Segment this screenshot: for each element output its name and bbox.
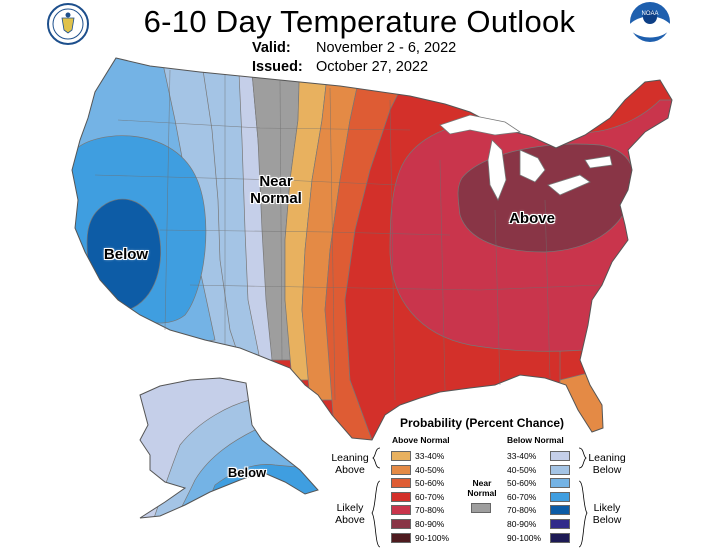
below-legend-swatch: [550, 464, 570, 475]
above-legend-swatch: [391, 451, 411, 461]
below-alaska-label: Below: [227, 465, 267, 480]
alaska-outline: [139, 377, 319, 519]
below-west-label: Below: [103, 246, 149, 263]
conus-outline: [71, 57, 673, 441]
above-legend-swatch: [391, 478, 411, 489]
great-lakes: [439, 114, 613, 201]
below-legend-label: 50-60%: [507, 478, 537, 489]
valid-label: Valid:: [252, 40, 291, 56]
below-legend-label: 60-70%: [507, 491, 537, 502]
likely-above-line1: Likely: [336, 502, 364, 514]
below-legend-label: 40-50%: [507, 464, 537, 475]
valid-value: November 2 - 6, 2022: [316, 40, 457, 56]
above-legend-label: 90-100%: [415, 532, 450, 543]
above-legend-label: 40-50%: [415, 464, 445, 475]
alaska-shading: [140, 378, 318, 518]
state-lines: [94, 69, 601, 401]
leaning-above-line1: Leaning: [331, 452, 369, 464]
likely-above-label: Likely Above: [326, 502, 374, 526]
leaning-below-line1: Leaning: [588, 452, 626, 464]
likely-above-line2: Above: [335, 514, 365, 526]
above-legend-swatch: [391, 491, 411, 502]
likely-below-label: Likely Below: [582, 502, 632, 526]
issued-date: Issued: October 27, 2022: [252, 59, 428, 75]
noaa-logo-icon: NOAA: [630, 2, 670, 42]
below-legend-label: 70-80%: [507, 505, 537, 516]
below-legend-swatch: [550, 519, 570, 529]
page-title: 6-10 Day Temperature Outlook: [143, 4, 576, 39]
above-legend-swatch: [391, 519, 411, 529]
noaa-logo-text: NOAA: [641, 11, 658, 17]
below-legend-swatch: [550, 505, 570, 516]
issued-label: Issued:: [252, 59, 303, 75]
issued-value: October 27, 2022: [316, 59, 429, 75]
commerce-seal-icon: [47, 3, 89, 45]
above-normal-header: Above Normal: [392, 435, 450, 445]
above-legend-swatch: [391, 532, 411, 543]
leaning-above-line2: Above: [335, 464, 365, 476]
near-normal-line2: Normal: [467, 488, 497, 498]
below-legend-swatch: [550, 478, 570, 489]
leaning-below-line2: Below: [592, 464, 622, 476]
below-legend-swatch: [550, 491, 570, 502]
near-normal-line1: Near: [472, 478, 492, 488]
normal-label: Normal: [250, 190, 302, 207]
below-legend-label: 33-40%: [507, 451, 537, 461]
above-legend-swatch: [391, 464, 411, 475]
above-legend-label: 33-40%: [415, 451, 445, 461]
below-legend-label: 80-90%: [507, 519, 537, 529]
valid-dates: Valid: November 2 - 6, 2022: [252, 40, 456, 56]
above-legend-swatch: [391, 505, 411, 516]
near-label: Near: [259, 173, 293, 190]
above-legend-label: 70-80%: [415, 505, 445, 516]
below-legend-swatch: [550, 451, 570, 461]
above-legend-label: 80-90%: [415, 519, 445, 529]
above-legend-label: 50-60%: [415, 478, 445, 489]
likely-below-line1: Likely: [593, 502, 621, 514]
likely-below-line2: Below: [592, 514, 622, 526]
near-normal-legend-label: Near Normal: [460, 478, 504, 498]
below-legend-swatch: [550, 532, 570, 543]
near-normal-swatch: [471, 503, 491, 513]
legend-title: Probability (Percent Chance): [400, 416, 565, 430]
below-normal-header: Below Normal: [507, 435, 564, 445]
below-legend-label: 90-100%: [507, 532, 542, 543]
near-normal-label: Near Normal: [247, 173, 305, 207]
leaning-above-label: Leaning Above: [326, 452, 374, 476]
leaning-below-label: Leaning Below: [582, 452, 632, 476]
above-label: Above: [509, 210, 555, 227]
above-legend-label: 60-70%: [415, 491, 445, 502]
